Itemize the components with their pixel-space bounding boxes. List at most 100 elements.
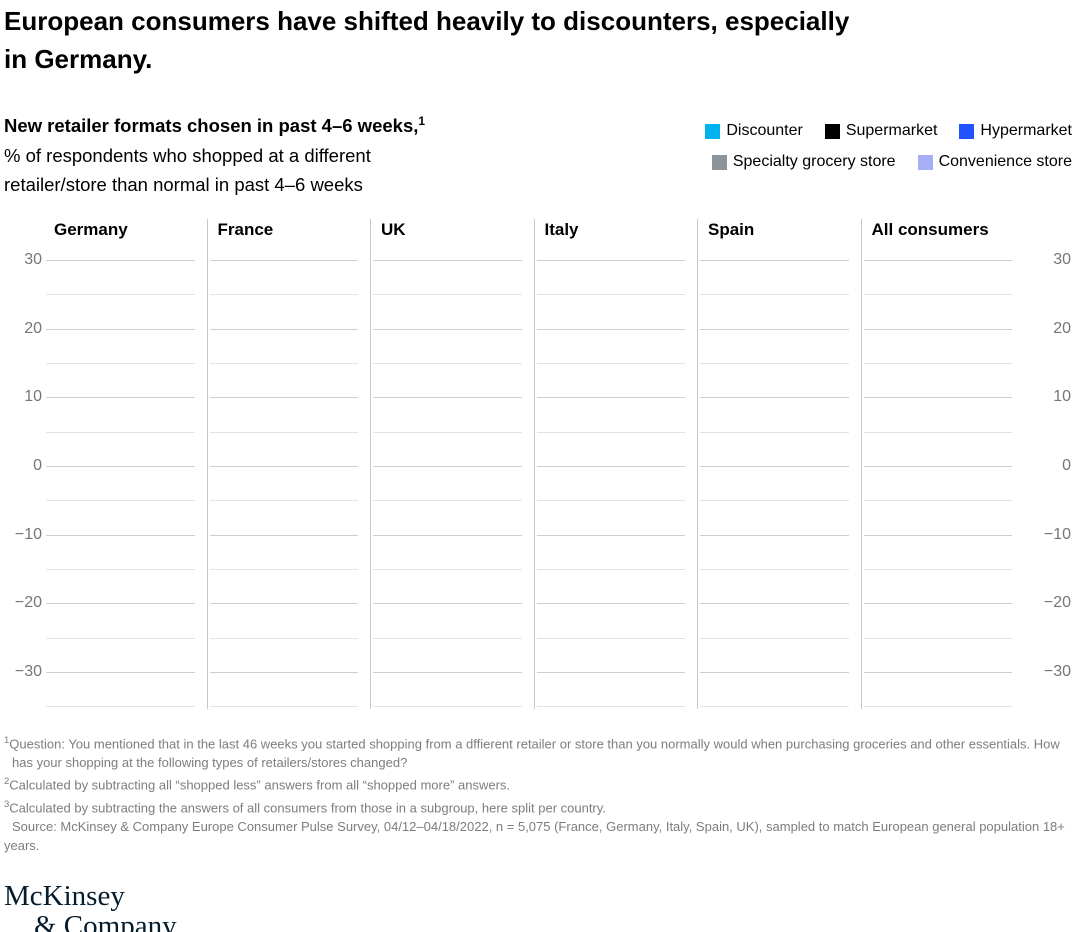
gridline-major (863, 466, 1012, 468)
legend-item-specialty-grocery-store: Specialty grocery store (711, 153, 896, 171)
gridline-major (373, 466, 522, 468)
subtitle-footnote-marker: 1 (418, 114, 426, 128)
gridline-minor (536, 431, 685, 433)
footnote-text: Source: McKinsey & Company Europe Consum… (4, 819, 1065, 854)
panel-header: France (217, 220, 274, 240)
chart-panel-uk: UK (370, 219, 534, 710)
gridline-minor (209, 568, 358, 570)
legend-item-hypermarket: Hypermarket (959, 122, 1072, 140)
panel-header: All consumers (871, 220, 989, 240)
gridline-major (46, 671, 195, 673)
gridline-major (700, 328, 849, 330)
footnote-2: 2Calculated by subtracting all “shopped … (4, 772, 1072, 794)
gridline-major (209, 603, 358, 605)
gridline-minor (209, 363, 358, 365)
gridline-major (863, 534, 1012, 536)
gridline-minor (700, 500, 849, 502)
y-axis-left: 30 20 10 0 −10 −20 −30 (4, 219, 44, 709)
chart-panel-spain: Spain (697, 219, 861, 710)
gridline-major (209, 534, 358, 536)
gridline-major (373, 671, 522, 673)
y-tick-label-right: 10 (1053, 388, 1071, 406)
chart-area: 30 20 10 0 −10 −20 −30 Germany France UK Italy Spai… (4, 219, 1072, 710)
gridline-major (373, 260, 522, 262)
page-title-line-1: European consumers have shifted heavily … (4, 6, 850, 36)
legend-item-discounter: Discounter (705, 122, 803, 140)
gridline-minor (46, 637, 195, 639)
gridline-minor (863, 363, 1012, 365)
legend-label: Convenience store (938, 153, 1072, 170)
legend-item-supermarket: Supermarket (824, 122, 938, 140)
legend-label: Supermarket (845, 122, 938, 139)
gridline-major (700, 466, 849, 468)
legend-label: Specialty grocery store (732, 153, 896, 170)
gridline-major (536, 534, 685, 536)
logo-line-1: McKinsey (4, 880, 125, 913)
legend-swatch-icon (917, 154, 933, 170)
panel-header: Germany (54, 220, 128, 240)
panel-header: UK (381, 220, 406, 240)
footnote-text: Calculated by subtracting the answers of… (9, 800, 606, 816)
footnotes: 1Question: You mentioned that in the las… (4, 731, 1072, 855)
gridline-major (700, 603, 849, 605)
gridline-minor (536, 568, 685, 570)
gridline-minor (536, 706, 685, 708)
y-tick-label-right: 30 (1053, 251, 1071, 269)
chart-subtitle: New retailer formats chosen in past 4–6 … (4, 106, 425, 141)
y-tick-label-right: −20 (1043, 594, 1071, 612)
gridline-major (700, 260, 849, 262)
gridline-major (863, 603, 1012, 605)
footnote-marker: 2 (4, 776, 10, 788)
gridline-major (209, 260, 358, 262)
gridline-major (209, 671, 358, 673)
gridline-minor (373, 568, 522, 570)
chart-subtitle-text: New retailer formats chosen in past 4–6 … (4, 115, 419, 137)
legend-item-convenience-store: Convenience store (917, 153, 1072, 171)
gridline-minor (536, 500, 685, 502)
gridline-minor (863, 294, 1012, 296)
chart-panels: Germany France UK Italy Spain All consumers (44, 219, 1025, 710)
chart-panel-france: France (206, 219, 371, 710)
page-title: European consumers have shifted heavily … (4, 2, 1072, 78)
gridline-major (863, 397, 1012, 399)
chart-description-line-1: % of respondents who shopped at a differ… (4, 145, 371, 167)
gridline-minor (373, 363, 522, 365)
y-axis-right: 30 20 10 0 −10 −20 −30 (1024, 219, 1072, 709)
gridline-minor (209, 431, 358, 433)
gridline-major (46, 603, 195, 605)
y-tick-label-left: 30 (24, 251, 42, 269)
gridline-major (46, 466, 195, 468)
y-tick-label-left: −10 (14, 525, 42, 543)
gridline-major (700, 534, 849, 536)
legend-row-1: Discounter Supermarket Hypermarket (705, 122, 1072, 140)
gridline-major (863, 328, 1012, 330)
gridline-minor (46, 500, 195, 502)
footnote-3: 3Calculated by subtracting the answers o… (4, 795, 1072, 817)
gridline-minor (536, 637, 685, 639)
gridline-minor (373, 706, 522, 708)
legend-swatch-icon (959, 123, 975, 139)
chart-panel-all-consumers: All consumers (860, 219, 1025, 710)
gridline-minor (46, 363, 195, 365)
gridline-major (46, 328, 195, 330)
gridline-major (700, 397, 849, 399)
gridline-major (536, 260, 685, 262)
footnote-marker: 1 (4, 735, 10, 747)
gridline-minor (536, 363, 685, 365)
gridline-minor (209, 294, 358, 296)
legend-swatch-icon (824, 123, 840, 139)
gridline-minor (700, 637, 849, 639)
gridline-minor (700, 706, 849, 708)
gridline-major (46, 534, 195, 536)
y-tick-label-left: 0 (33, 457, 42, 475)
gridline-minor (373, 431, 522, 433)
gridline-major (209, 466, 358, 468)
gridline-minor (373, 637, 522, 639)
gridline-minor (700, 431, 849, 433)
gridline-major (373, 603, 522, 605)
chart-panel-germany: Germany (44, 219, 207, 709)
gridline-minor (373, 294, 522, 296)
gridline-major (536, 328, 685, 330)
subhead-row: New retailer formats chosen in past 4–6 … (4, 106, 1072, 199)
